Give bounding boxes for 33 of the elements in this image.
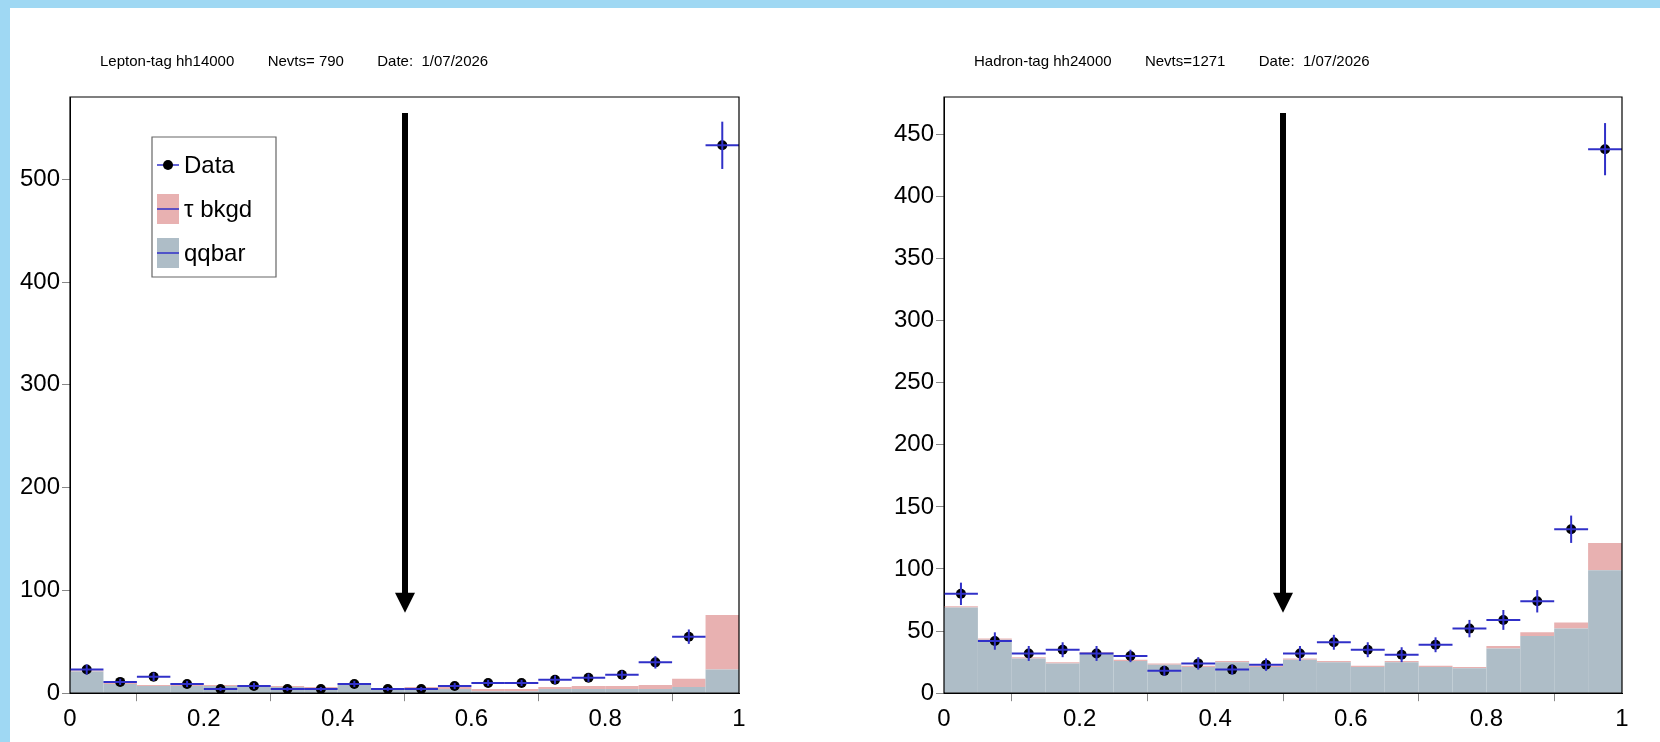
- x-tick-label: 1: [732, 704, 746, 732]
- chart-title: Hadron-tag hh24000 Nevts=1271 Date: 1/07/2026: [974, 52, 1370, 69]
- legend-label: qqbar: [184, 238, 246, 266]
- y-tick-label: 100: [19, 575, 60, 603]
- x-tick-label: 0.2: [1062, 704, 1097, 732]
- legend-label: Data: [184, 150, 236, 178]
- y-tick-label: 400: [893, 180, 934, 208]
- y-tick-label: 200: [19, 472, 60, 500]
- y-tick-label: 0: [920, 677, 934, 705]
- y-tick-label: 200: [893, 429, 934, 457]
- x-tick-label: 0.2: [187, 704, 221, 732]
- x-tick-label: 0.6: [454, 704, 489, 732]
- x-tick-label: 0.8: [1469, 704, 1504, 732]
- y-tick-label: 450: [893, 118, 934, 146]
- y-tick-label: 350: [893, 243, 934, 271]
- y-tick-label: 250: [893, 367, 934, 395]
- x-tick-label: 0: [937, 704, 951, 732]
- y-tick-label: 300: [893, 305, 934, 333]
- x-tick-label: 0.4: [320, 704, 355, 732]
- x-tick-label: 1: [1615, 704, 1629, 732]
- y-tick-label: 100: [893, 553, 934, 581]
- y-tick-label: 150: [893, 491, 934, 519]
- legend-label: τ bkgd: [184, 194, 253, 222]
- chart-title: Lepton-tag hh14000 Nevts= 790 Date: 1/07/2026: [100, 52, 489, 69]
- x-tick-label: 0.8: [588, 704, 622, 732]
- y-tick-label: 300: [19, 369, 60, 397]
- x-tick-label: 0.6: [1334, 704, 1368, 732]
- y-tick-label: 0: [46, 677, 60, 705]
- y-tick-label: 50: [907, 615, 934, 643]
- x-tick-label: 0.4: [1198, 704, 1232, 732]
- y-tick-label: 500: [19, 163, 60, 191]
- y-tick-label: 400: [19, 266, 60, 294]
- x-tick-label: 0: [63, 704, 77, 732]
